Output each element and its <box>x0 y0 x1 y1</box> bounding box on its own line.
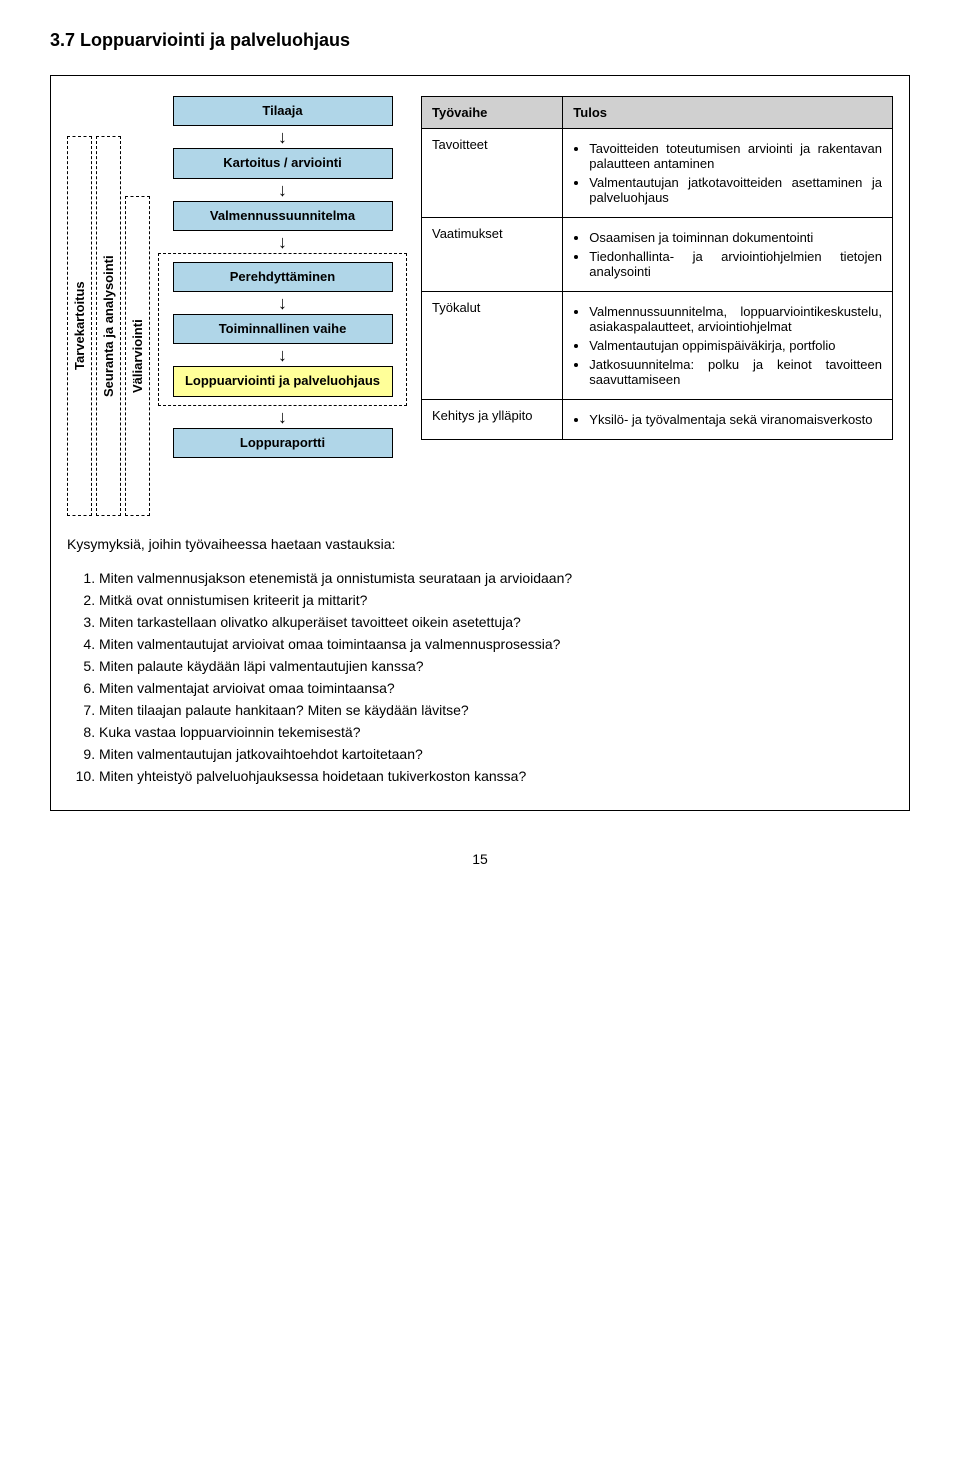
table-row-content: Osaamisen ja toiminnan dokumentointi Tie… <box>563 218 893 292</box>
bullet-item: Valmennussuunnitelma, loppuarviointikesk… <box>589 304 882 334</box>
flow-kartoitus: Kartoitus / arviointi <box>173 148 393 178</box>
flow-dashed-group: Perehdyttäminen ↓ Toiminnallinen vaihe ↓… <box>158 253 407 406</box>
table-row-content: Yksilö- ja työvalmentaja sekä viranomais… <box>563 400 893 440</box>
flow-loppuarviointi: Loppuarviointi ja palveluohjaus <box>173 366 393 396</box>
tulos-table: Työvaihe Tulos Tavoitteet Tavoitteiden t… <box>421 96 893 440</box>
vlabel-valiarviointi: Väliarviointi <box>125 196 150 516</box>
flow-toiminnallinen: Toiminnallinen vaihe <box>173 314 393 344</box>
table-header-col2: Tulos <box>563 97 893 129</box>
question-item: Miten yhteistyö palveluohjauksessa hoide… <box>99 768 893 784</box>
vlabel-seuranta-text: Seuranta ja analysointi <box>101 141 116 511</box>
flow-loppuraportti: Loppuraportti <box>173 428 393 458</box>
question-item: Miten tarkastellaan olivatko alkuperäise… <box>99 614 893 630</box>
question-item: Miten palaute käydään läpi valmentautuji… <box>99 658 893 674</box>
flowchart-column: Tarvekartoitus Seuranta ja analysointi V… <box>67 96 407 516</box>
table-header-col1: Työvaihe <box>422 97 563 129</box>
content-frame: Tarvekartoitus Seuranta ja analysointi V… <box>50 75 910 811</box>
bullet-item: Tiedonhallinta- ja arviointiohjelmien ti… <box>589 249 882 279</box>
questions-subhead: Kysymyksiä, joihin työvaiheessa haetaan … <box>67 536 893 552</box>
vlabel-tarvekartoitus: Tarvekartoitus <box>67 136 92 516</box>
vlabel-tarvekartoitus-text: Tarvekartoitus <box>72 141 87 511</box>
flow-valmennussuunnitelma: Valmennussuunnitelma <box>173 201 393 231</box>
table-row-content: Tavoitteiden toteutumisen arviointi ja r… <box>563 129 893 218</box>
question-item: Miten valmentajat arvioivat omaa toimint… <box>99 680 893 696</box>
flow-perehdyttaminen: Perehdyttäminen <box>173 262 393 292</box>
arrow-icon: ↓ <box>278 128 287 146</box>
table-row-label: Työkalut <box>422 292 563 400</box>
bullet-item: Yksilö- ja työvalmentaja sekä viranomais… <box>589 412 882 427</box>
question-item: Miten tilaajan palaute hankitaan? Miten … <box>99 702 893 718</box>
bullet-item: Valmentautujan oppimispäiväkirja, portfo… <box>589 338 882 353</box>
vlabel-seuranta: Seuranta ja analysointi <box>96 136 121 516</box>
questions-list: Miten valmennusjakson etenemistä ja onni… <box>67 570 893 784</box>
question-item: Miten valmentautujat arvioivat omaa toim… <box>99 636 893 652</box>
flow-tilaaja: Tilaaja <box>173 96 393 126</box>
arrow-icon: ↓ <box>278 346 287 364</box>
table-row-label: Kehitys ja ylläpito <box>422 400 563 440</box>
table-row: Vaatimukset Osaamisen ja toiminnan dokum… <box>422 218 893 292</box>
table-row-label: Tavoitteet <box>422 129 563 218</box>
table-row-label: Vaatimukset <box>422 218 563 292</box>
question-item: Miten valmentautujan jatkovaihtoehdot ka… <box>99 746 893 762</box>
vlabel-valiarviointi-text: Väliarviointi <box>130 201 145 511</box>
arrow-icon: ↓ <box>278 181 287 199</box>
bullet-item: Valmentautujan jatkotavoitteiden asettam… <box>589 175 882 205</box>
vertical-labels-group: Tarvekartoitus Seuranta ja analysointi V… <box>67 96 150 516</box>
flow-steps: Tilaaja ↓ Kartoitus / arviointi ↓ Valmen… <box>158 96 407 458</box>
table-row: Työkalut Valmennussuunnitelma, loppuarvi… <box>422 292 893 400</box>
bullet-item: Tavoitteiden toteutumisen arviointi ja r… <box>589 141 882 171</box>
table-row: Tavoitteet Tavoitteiden toteutumisen arv… <box>422 129 893 218</box>
results-table-column: Työvaihe Tulos Tavoitteet Tavoitteiden t… <box>421 96 893 516</box>
arrow-icon: ↓ <box>278 408 287 426</box>
arrow-icon: ↓ <box>278 294 287 312</box>
arrow-icon: ↓ <box>278 233 287 251</box>
diagram-and-table-row: Tarvekartoitus Seuranta ja analysointi V… <box>67 96 893 516</box>
bullet-item: Jatkosuunnitelma: polku ja keinot tavoit… <box>589 357 882 387</box>
question-item: Kuka vastaa loppuarvioinnin tekemisestä? <box>99 724 893 740</box>
page-number: 15 <box>50 851 910 867</box>
table-row: Kehitys ja ylläpito Yksilö- ja työvalmen… <box>422 400 893 440</box>
section-title: 3.7 Loppuarviointi ja palveluohjaus <box>50 30 910 51</box>
question-item: Miten valmennusjakson etenemistä ja onni… <box>99 570 893 586</box>
table-row-content: Valmennussuunnitelma, loppuarviointikesk… <box>563 292 893 400</box>
question-item: Mitkä ovat onnistumisen kriteerit ja mit… <box>99 592 893 608</box>
bullet-item: Osaamisen ja toiminnan dokumentointi <box>589 230 882 245</box>
